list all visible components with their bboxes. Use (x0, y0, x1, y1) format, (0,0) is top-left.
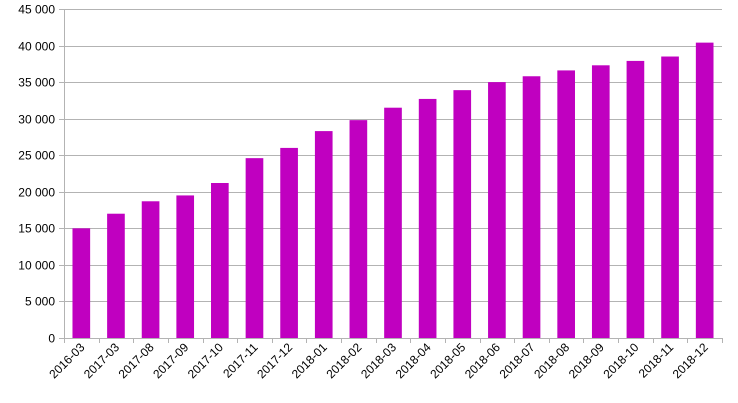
x-tick-label: 2018-06 (462, 340, 503, 381)
x-tick-label: 2018-09 (566, 340, 607, 381)
x-tick-label: 2017-12 (254, 340, 295, 381)
bar (488, 82, 506, 338)
x-tick-label: 2018-12 (670, 340, 711, 381)
x-tick-label: 2018-11 (636, 340, 677, 381)
bar (280, 147, 298, 338)
bar (418, 98, 437, 339)
y-tick-label: 35 000 (18, 76, 55, 90)
x-tick-label: 2017-09 (150, 340, 191, 381)
y-tick-label: 10 000 (18, 259, 55, 273)
bar (211, 183, 229, 338)
bar (453, 90, 472, 339)
x-tick-label: 2018-02 (323, 340, 364, 381)
y-tick-labels: 0 5 000 10 000 15 000 20 000 25 000 30 000 35 0… (18, 3, 55, 346)
bar (176, 195, 195, 338)
axes (59, 9, 723, 343)
bar (245, 158, 264, 338)
bar (522, 76, 541, 338)
x-tick-label: 2018-03 (358, 340, 399, 381)
x-tick-label: 2018-07 (497, 340, 538, 381)
bar (626, 60, 645, 338)
x-tick-label: 2017-08 (116, 340, 157, 381)
x-tick-label: 2017-11 (220, 340, 261, 381)
bar (661, 56, 679, 339)
y-tick-label: 45 000 (18, 3, 55, 17)
bar (314, 131, 333, 338)
y-tick-label: 40 000 (18, 40, 55, 54)
bar (591, 65, 610, 339)
y-tick-label: 15 000 (18, 222, 55, 236)
x-tick-label: 2018-05 (427, 340, 468, 381)
x-tick-label: 2016-03 (46, 340, 87, 381)
bar (384, 107, 402, 338)
y-tick-label: 20 000 (18, 186, 55, 200)
bar (349, 120, 368, 338)
x-tick-label: 2017-03 (81, 340, 122, 381)
y-tick-label: 30 000 (18, 113, 55, 127)
bar (557, 70, 575, 338)
bar (107, 213, 125, 338)
y-tick-label: 25 000 (18, 149, 55, 163)
y-tick-label: 5 000 (25, 295, 55, 309)
x-tick-label: 2017-10 (185, 340, 226, 381)
bar (72, 228, 91, 338)
bars (72, 42, 714, 339)
bar (141, 201, 160, 338)
x-tick-label: 2018-08 (531, 340, 572, 381)
x-tick-labels: 2016-032017-032017-082017-092017-102017-… (46, 340, 711, 381)
bar (695, 42, 714, 338)
x-tick-label: 2018-04 (393, 340, 434, 381)
y-tick-label: 0 (48, 332, 55, 346)
x-tick-label: 2018-01 (289, 340, 330, 381)
x-tick-label: 2018-10 (600, 340, 641, 381)
